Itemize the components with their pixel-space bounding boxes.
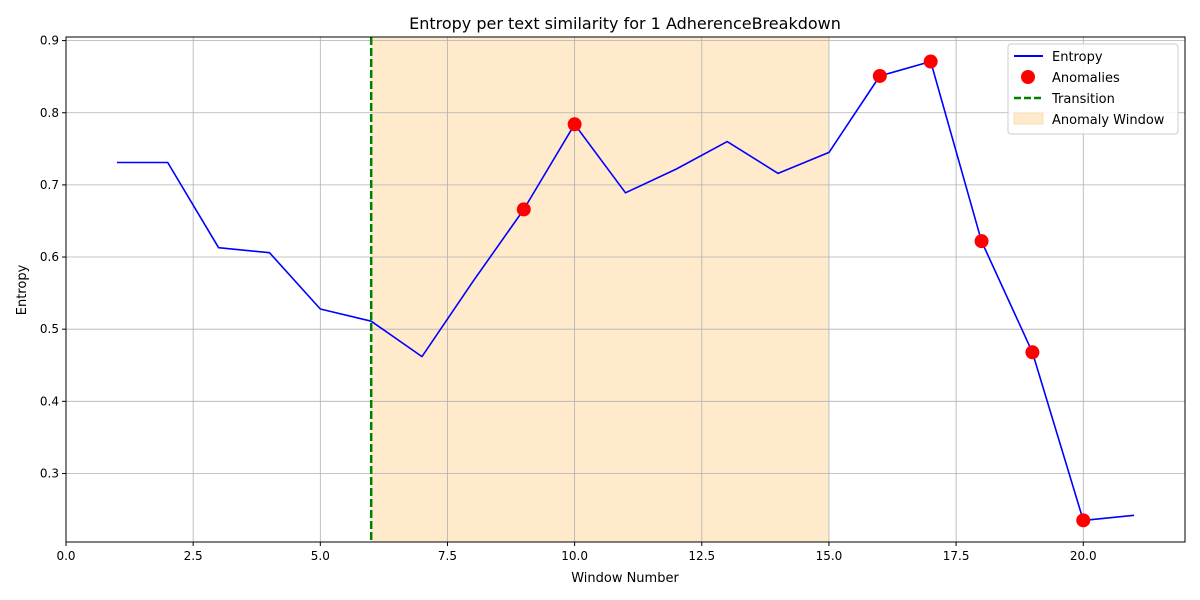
x-tick-label: 17.5 <box>943 549 970 563</box>
x-tick-label: 10.0 <box>561 549 588 563</box>
anomaly-point <box>1025 345 1040 360</box>
y-tick-label: 0.9 <box>40 34 59 48</box>
y-tick-label: 0.8 <box>40 106 59 120</box>
entropy-line-layer <box>116 60 1135 522</box>
y-tick-label: 0.6 <box>40 250 59 264</box>
x-tick-label: 20.0 <box>1070 549 1097 563</box>
x-axis-label: Window Number <box>571 571 679 586</box>
x-tick-label: 7.5 <box>438 549 457 563</box>
x-tick-label: 15.0 <box>816 549 843 563</box>
y-tick-label: 0.5 <box>40 322 59 336</box>
anomaly-point <box>974 234 989 249</box>
anomaly-point <box>567 117 582 132</box>
anomaly-point <box>923 54 938 69</box>
y-tick-label: 0.3 <box>40 466 59 480</box>
x-tick-label: 5.0 <box>311 549 330 563</box>
legend: Entropy Anomalies Transition Anomaly Win… <box>1007 43 1179 135</box>
chart-title: Entropy per text similarity for 1 Adhere… <box>409 14 841 33</box>
x-tick-label: 2.5 <box>184 549 203 563</box>
entropy-line <box>116 60 1135 522</box>
anomaly-point <box>516 202 531 217</box>
x-ticks: 0.0 2.5 5.0 7.5 10.0 12.5 15.0 17.5 20.0 <box>56 542 1097 563</box>
y-tick-label: 0.4 <box>40 394 59 408</box>
anomaly-point <box>872 68 887 83</box>
plot-frame <box>65 36 1186 543</box>
y-axis-label: Entropy <box>15 264 30 315</box>
x-tick-label: 12.5 <box>688 549 715 563</box>
legend-window-swatch <box>1013 112 1044 125</box>
legend-entropy-label: Entropy <box>1052 50 1103 65</box>
legend-transition-label: Transition <box>1051 92 1115 107</box>
x-tick-label: 0.0 <box>56 549 75 563</box>
legend-anomalies-swatch <box>1021 70 1035 84</box>
anomaly-points-layer <box>516 54 1091 528</box>
y-ticks: 0.3 0.4 0.5 0.6 0.7 0.8 0.9 <box>40 34 66 480</box>
legend-window-label: Anomaly Window <box>1052 113 1165 128</box>
legend-box <box>1007 43 1179 135</box>
legend-anomalies-label: Anomalies <box>1052 71 1120 86</box>
anomaly-point <box>1076 513 1091 528</box>
y-tick-label: 0.7 <box>40 178 59 192</box>
